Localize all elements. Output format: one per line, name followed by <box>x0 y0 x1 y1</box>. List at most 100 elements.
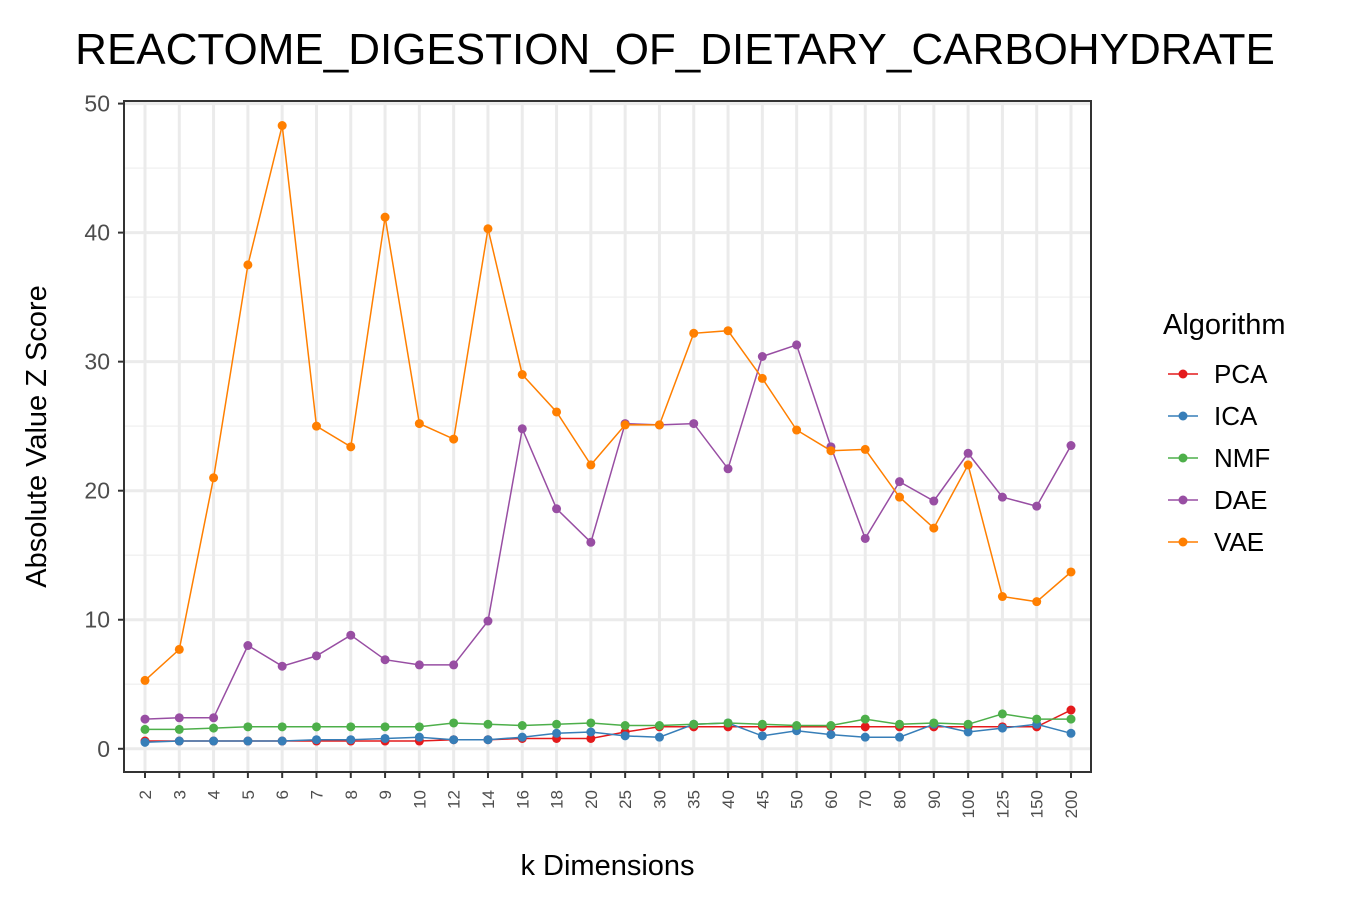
point-vae <box>483 224 493 234</box>
point-vae <box>997 592 1007 602</box>
point-vae <box>414 419 424 429</box>
point-nmf <box>586 718 596 728</box>
point-dae <box>723 464 733 474</box>
x-tick-label: 12 <box>445 790 464 809</box>
legend-key-point-pca <box>1178 369 1188 379</box>
point-ica <box>311 735 321 745</box>
point-nmf <box>1032 714 1042 724</box>
point-nmf <box>517 721 527 731</box>
y-tick-label: 20 <box>84 478 110 504</box>
point-vae <box>380 212 390 222</box>
point-ica <box>757 731 767 741</box>
point-nmf <box>552 719 562 729</box>
point-pca <box>1066 705 1076 715</box>
y-tick-label: 10 <box>84 607 110 633</box>
point-dae <box>552 504 562 514</box>
point-vae <box>277 121 287 131</box>
point-ica <box>449 735 459 745</box>
point-nmf <box>209 723 219 733</box>
point-dae <box>757 351 767 361</box>
x-tick-label: 100 <box>959 790 978 818</box>
point-vae <box>723 326 733 336</box>
legend-label-dae: DAE <box>1214 485 1267 515</box>
point-vae <box>826 446 836 456</box>
x-tick-label: 5 <box>239 790 258 799</box>
x-tick-label: 35 <box>685 790 704 809</box>
chart-title: REACTOME_DIGESTION_OF_DIETARY_CARBOHYDRA… <box>75 25 1275 74</box>
legend-key-point-nmf <box>1178 453 1188 463</box>
point-nmf <box>449 718 459 728</box>
panel-border <box>123 100 1092 773</box>
point-ica <box>620 731 630 741</box>
point-dae <box>414 660 424 670</box>
x-tick-label: 4 <box>205 790 224 799</box>
point-vae <box>757 373 767 383</box>
legend-label-vae: VAE <box>1214 527 1264 557</box>
point-dae <box>1032 501 1042 511</box>
point-nmf <box>997 709 1007 719</box>
point-nmf <box>757 719 767 729</box>
point-dae <box>517 424 527 434</box>
point-ica <box>895 732 905 742</box>
grid <box>124 101 1091 772</box>
point-nmf <box>243 722 253 732</box>
x-tick-label: 10 <box>410 790 429 809</box>
legend-label-nmf: NMF <box>1214 443 1270 473</box>
x-tick-label: 14 <box>479 790 498 809</box>
point-ica <box>517 732 527 742</box>
point-vae <box>689 328 699 338</box>
x-tick-label: 60 <box>822 790 841 809</box>
legend-key-point-ica <box>1178 411 1188 421</box>
point-nmf <box>826 721 836 731</box>
point-nmf <box>277 722 287 732</box>
point-vae <box>140 675 150 685</box>
series-line-ica <box>144 722 1072 744</box>
y-tick-label: 40 <box>84 220 110 246</box>
x-axis: 2 3 4 5 6 7 8 9 10 12 14 16 18 20 25 30 35 40 45 50 60 70 80 90… <box>136 772 1081 818</box>
point-ica <box>209 736 219 746</box>
legend-title: Algorithm <box>1163 309 1286 341</box>
x-tick-label: 25 <box>616 790 635 809</box>
point-dae <box>997 492 1007 502</box>
point-vae <box>449 434 459 444</box>
point-nmf <box>895 719 905 729</box>
x-tick-label: 16 <box>513 790 532 809</box>
legend-key-point-dae <box>1178 495 1188 505</box>
x-tick-label: 20 <box>582 790 601 809</box>
point-vae <box>311 421 321 431</box>
point-vae <box>654 420 664 430</box>
point-vae <box>243 260 253 270</box>
point-vae <box>552 407 562 417</box>
point-nmf <box>860 714 870 724</box>
x-tick-label: 7 <box>307 790 326 799</box>
x-tick-label: 18 <box>548 790 567 809</box>
legend-label-pca: PCA <box>1214 359 1268 389</box>
point-dae <box>311 651 321 661</box>
point-nmf <box>963 719 973 729</box>
point-pca <box>586 733 596 743</box>
point-ica <box>174 736 184 746</box>
series-layer <box>140 121 1076 747</box>
point-ica <box>243 736 253 746</box>
point-vae <box>174 644 184 654</box>
legend-label-ica: ICA <box>1214 401 1258 431</box>
point-ica <box>380 733 390 743</box>
series-line-vae <box>144 125 1072 681</box>
point-dae <box>483 616 493 626</box>
point-nmf <box>723 718 733 728</box>
point-ica <box>586 727 596 737</box>
point-dae <box>243 641 253 651</box>
point-ica <box>277 736 287 746</box>
point-dae <box>209 713 219 723</box>
point-dae <box>792 340 802 350</box>
x-tick-label: 70 <box>856 790 875 809</box>
point-nmf <box>140 724 150 734</box>
point-vae <box>929 523 939 533</box>
point-nmf <box>792 721 802 731</box>
y-axis: 0 10 20 30 40 50 <box>84 91 124 762</box>
series-line-dae <box>144 343 1072 720</box>
x-tick-label: 50 <box>788 790 807 809</box>
point-dae <box>380 655 390 665</box>
point-dae <box>449 660 459 670</box>
